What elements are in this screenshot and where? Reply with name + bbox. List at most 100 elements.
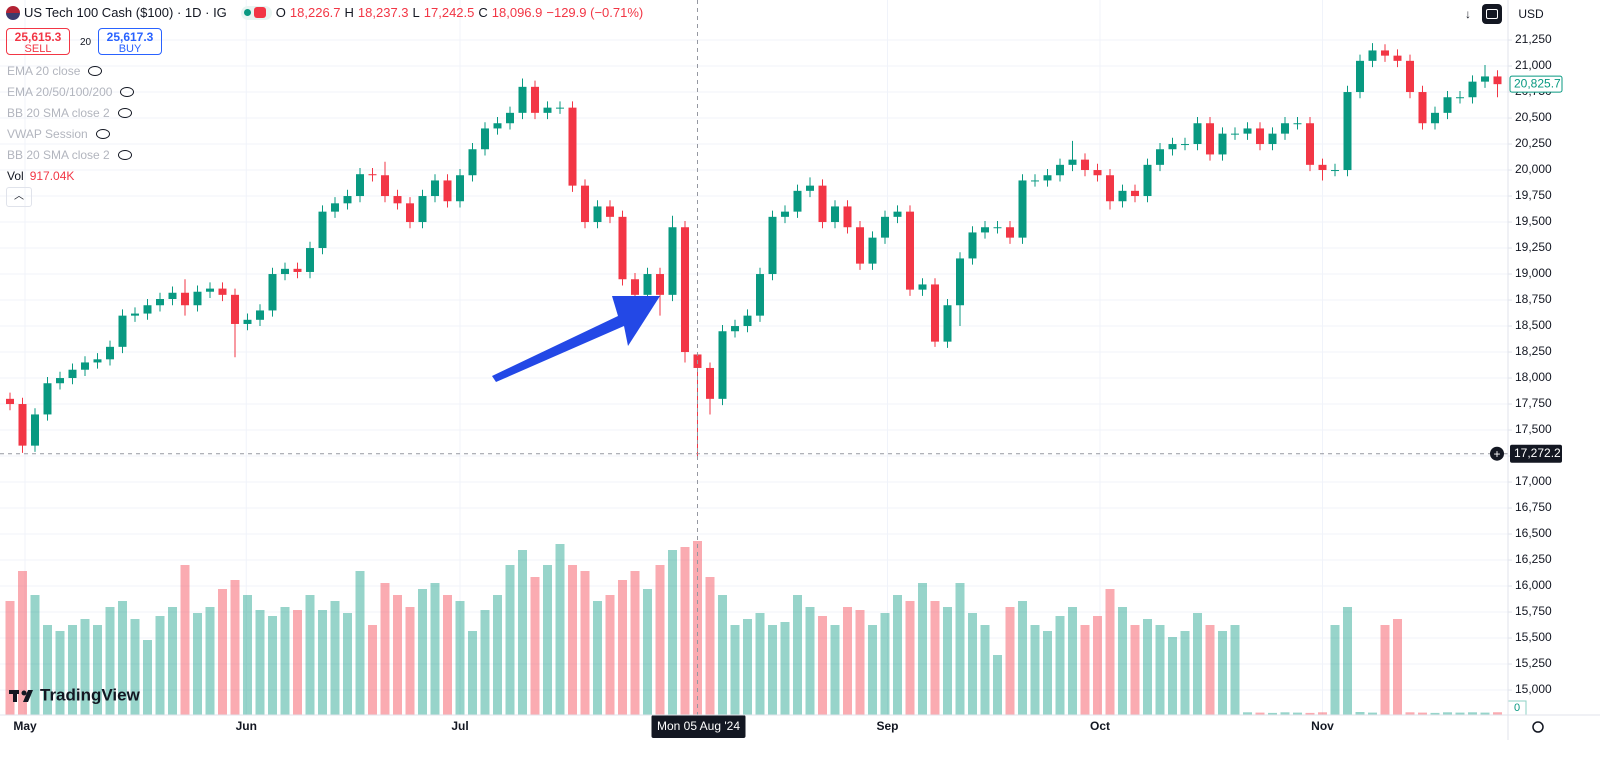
hidden-icon[interactable] [95,129,110,139]
indicator-label: BB 20 SMA close 2 [7,106,110,120]
volume-bar [855,610,865,715]
candle-body [1331,170,1339,172]
volume-bar [1205,625,1215,715]
candle-body [918,284,927,290]
candle-body [31,414,39,446]
y-tick-label: 15,750 [1515,604,1552,618]
buy-label: BUY [118,43,142,55]
candle-body [831,206,839,223]
candle-body [206,288,214,292]
indicator[interactable]: EMA 20/50/100/200 [7,85,135,99]
hidden-icon[interactable] [117,108,132,118]
logo: TradingView [9,685,141,704]
candle-body [1143,164,1152,197]
settings-button[interactable] [1532,721,1544,733]
sell-button[interactable]: 25,615.3 SELL [6,28,70,55]
volume-bar [1330,625,1340,715]
candle-body [156,299,164,306]
currency-button[interactable]: USD [1518,7,1544,21]
hidden-icon[interactable] [88,66,103,76]
candle-body [818,185,827,223]
volume-bar [580,571,590,715]
volume-bar [368,625,377,715]
buy-price: 25,617.3 [106,30,154,44]
volume-bar [1168,637,1177,715]
candle-body [1368,50,1377,61]
volume-bar [80,619,90,715]
candle-body [781,211,789,217]
candle-body [1418,92,1427,124]
y-tick-label: 20,500 [1515,110,1552,124]
volume-bar [830,625,840,715]
volume-bar [18,571,27,715]
indicator-label: BB 20 SMA close 2 [7,148,110,162]
y-tick-label: 16,500 [1515,526,1552,540]
volume-bar [680,547,690,715]
x-tick-label: Oct [1090,719,1110,733]
candle-body [743,315,752,327]
buy-button[interactable]: 25,617.3 BUY [98,28,162,55]
x-tick-label: Sep [876,719,898,733]
indicator-label: EMA 20/50/100/200 [7,85,113,99]
hidden-icon[interactable] [120,87,135,97]
y-tick-label: 18,250 [1515,344,1552,358]
symbol-title[interactable]: US Tech 100 Cash ($100) · 1D · IG [24,5,227,20]
candle-body [1206,123,1214,155]
volume-bar [1118,607,1127,715]
candle-body [1243,128,1252,134]
crosshair-price-label: 17,272.2 [1514,446,1561,460]
candle-body [1443,97,1452,113]
candle-body [1193,123,1202,145]
candle-body [681,227,689,353]
volume-bar [780,622,790,715]
candle-body [606,206,614,217]
candle-body [93,359,102,363]
hidden-icon[interactable] [117,150,132,160]
candle-body [1081,159,1089,171]
volume-bar [918,583,927,715]
download-button[interactable]: ↓ [1465,7,1471,21]
indicator[interactable]: BB 20 SMA close 2 [7,148,132,162]
x-tick-label: May [13,719,37,733]
volume-bar [1405,712,1415,715]
volume-bar [630,571,640,715]
crosshair-date-badge [651,715,746,738]
y-tick-label: 16,250 [1515,552,1552,566]
candle-body [1006,227,1014,238]
y-tick-label: 15,000 [1515,682,1552,696]
mode-button[interactable] [1482,4,1502,24]
volume-bar [330,601,340,715]
sell-price: 25,615.3 [14,30,62,44]
ohlc-value: 17,242.5 [423,5,475,20]
volume-bar [230,580,240,715]
indicator[interactable]: VWAP Session [7,127,110,141]
status-badge [253,7,266,18]
volume-bar [130,619,140,715]
collapse-button[interactable]: ︿ [6,187,32,207]
volume-bar [118,601,127,715]
candle-body [318,211,327,249]
indicator-label: VWAP Session [7,127,88,141]
candle-body [231,294,239,324]
volume-bar [618,580,627,715]
ohlc-label: O [275,5,286,20]
candle-body [381,175,389,197]
volume-bar [1280,712,1290,715]
status-icons [240,5,272,20]
volume-bar [643,589,652,715]
volume-bar [318,610,327,715]
candle-body [131,313,139,316]
indicator[interactable]: BB 20 SMA close 2 [7,106,132,120]
candle-body [706,367,714,399]
volume-bar [243,595,252,715]
candle-body [493,123,502,129]
indicator[interactable]: EMA 20 close [7,64,103,78]
candle-body [993,227,1002,229]
candle-body [1168,144,1177,150]
add-alert-button[interactable] [1490,446,1504,461]
volume-bar [818,616,827,715]
volume-bar [1080,625,1090,715]
volume-bar [430,583,440,715]
candle-body [181,292,189,306]
